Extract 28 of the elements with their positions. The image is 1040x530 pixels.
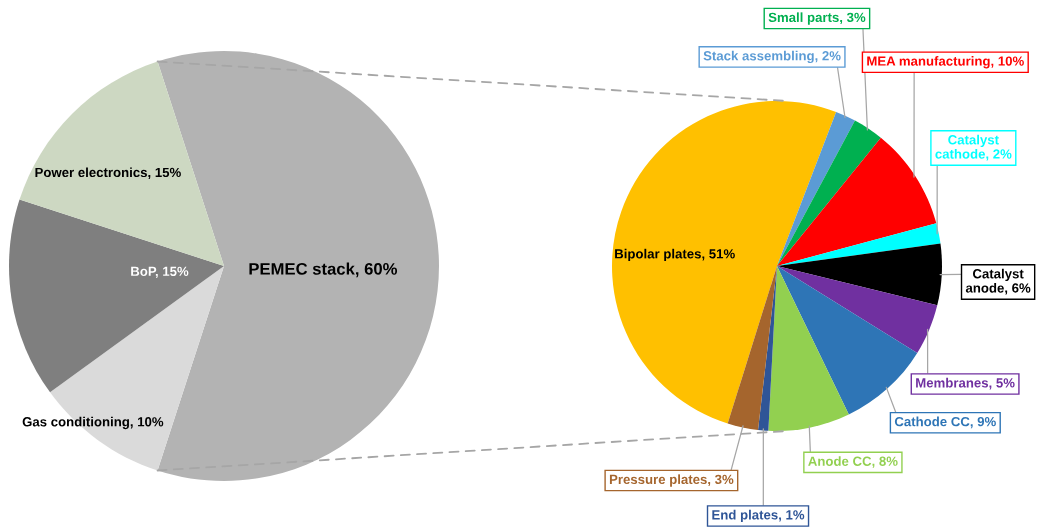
slice-label: Stack assembling, 2% xyxy=(703,50,841,64)
pie-slice xyxy=(19,61,224,266)
slice-label: Gas conditioning, 10% xyxy=(22,416,164,430)
pie-slice xyxy=(777,266,938,353)
slice-label: End plates, 1% xyxy=(712,509,805,523)
pie-slice xyxy=(777,137,937,266)
pie-slice xyxy=(777,266,918,415)
pie-slice xyxy=(727,266,777,430)
pie-slice xyxy=(777,243,942,306)
pie-slice xyxy=(777,120,881,266)
slice-label: BoP, 15% xyxy=(131,266,189,278)
slice-label: Power electronics, 15% xyxy=(35,167,181,180)
pie-slice xyxy=(777,223,941,266)
slice-label: Catalyst cathode, 2% xyxy=(935,134,1012,161)
slice-label: Anode CC, 8% xyxy=(808,456,898,468)
pie-slice xyxy=(9,199,224,393)
slice-label: PEMEC stack, 60% xyxy=(249,262,398,278)
pie-slice xyxy=(612,101,837,424)
pie-slice xyxy=(777,111,855,266)
pie-slice xyxy=(768,266,849,431)
slice-label: Small parts, 3% xyxy=(768,12,866,25)
slice-label: Membranes, 5% xyxy=(916,377,1015,390)
slice-label: Catalyst anode, 6% xyxy=(965,268,1031,295)
slice-label: Cathode CC, 9% xyxy=(894,416,996,429)
pie-slice xyxy=(50,266,224,471)
slice-label: Pressure plates, 3% xyxy=(609,474,734,487)
slice-label: Bipolar plates, 51% xyxy=(615,248,735,262)
slice-label: MEA manufacturing, 10% xyxy=(867,56,1024,69)
